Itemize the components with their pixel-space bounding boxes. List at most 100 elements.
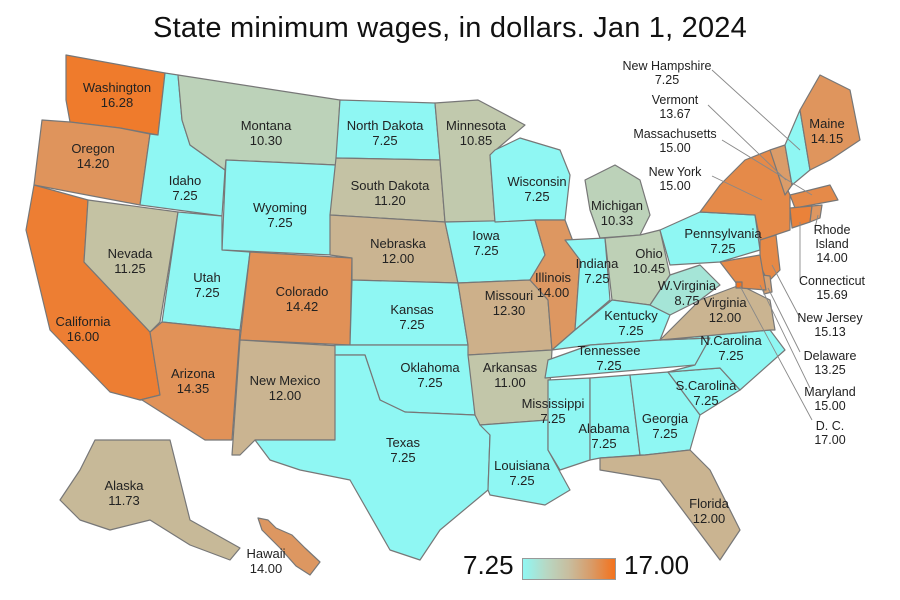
state-wage-de: 13.25 xyxy=(814,363,845,377)
state-name-ne: Nebraska xyxy=(370,236,426,251)
state-wage-nc: 7.25 xyxy=(718,348,743,363)
state-wage-ct: 15.69 xyxy=(816,288,847,302)
state-name-co: Colorado xyxy=(276,284,329,299)
state-wage-il: 14.00 xyxy=(537,285,570,300)
state-wage-sd: 11.20 xyxy=(374,193,406,208)
state-wage-mt: 10.30 xyxy=(250,133,283,148)
state-name-sd: South Dakota xyxy=(351,178,431,193)
state-wage-nm: 12.00 xyxy=(269,388,302,403)
state-name-wi: Wisconsin xyxy=(507,174,566,189)
leader-line-dc xyxy=(739,285,813,421)
state-name-il: Illinois xyxy=(535,270,572,285)
state-wage-hi: 14.00 xyxy=(250,561,283,576)
leader-line-vt xyxy=(707,104,787,181)
state-name-fl: Florida xyxy=(689,496,730,511)
state-name-de: Delaware xyxy=(804,349,857,363)
leader-line-nj xyxy=(771,264,801,319)
state-wage-nd: 7.25 xyxy=(372,133,397,148)
state-name-in: Indiana xyxy=(576,256,619,271)
state-name-nj: New Jersey xyxy=(797,311,863,325)
legend-min-label: 7.25 xyxy=(463,550,514,580)
state-wage-me: 14.15 xyxy=(811,131,844,146)
state-name-tx: Texas xyxy=(386,435,420,450)
state-wage-ms: 7.25 xyxy=(540,411,565,426)
legend-max-label: 17.00 xyxy=(624,550,690,580)
state-wage-co: 14.42 xyxy=(286,299,319,314)
state-wage-sc: 7.25 xyxy=(693,393,718,408)
state-name-id: Idaho xyxy=(169,173,202,188)
state-wage-dc: 17.00 xyxy=(814,433,845,447)
state-name-az: Arizona xyxy=(171,366,216,381)
state-wage-wy: 7.25 xyxy=(267,215,292,230)
state-name-ri: Rhode Island xyxy=(814,223,851,251)
state-wage-ma: 15.00 xyxy=(659,141,690,155)
state-wage-or: 14.20 xyxy=(77,156,110,171)
state-name-nc: N.Carolina xyxy=(700,333,762,348)
state-name-hi: Hawaii xyxy=(246,546,285,561)
state-me xyxy=(799,74,861,171)
state-wage-tn: 7.25 xyxy=(596,358,621,373)
state-wage-ne: 12.00 xyxy=(382,251,415,266)
state-name-ut: Utah xyxy=(193,270,220,285)
state-wage-md: 15.00 xyxy=(814,399,845,413)
state-wage-tx: 7.25 xyxy=(390,450,415,465)
state-md xyxy=(719,254,767,291)
state-az xyxy=(139,321,241,441)
state-ri xyxy=(809,204,823,223)
state-wage-nj: 15.13 xyxy=(814,325,845,339)
state-wage-nh: 7.25 xyxy=(655,73,679,87)
state-ct xyxy=(789,205,813,229)
map-title: State minimum wages, in dollars. Jan 1, … xyxy=(153,12,747,44)
state-wage-al: 7.25 xyxy=(591,436,616,451)
state-wage-in: 7.25 xyxy=(584,271,609,286)
leader-line-nh xyxy=(711,69,801,151)
state-name-va: Virginia xyxy=(703,295,747,310)
state-name-mn: Minnesota xyxy=(446,118,507,133)
state-name-ia: Iowa xyxy=(472,228,500,243)
state-wage-ak: 11.73 xyxy=(108,493,140,508)
state-name-pa: Pennsylvania xyxy=(684,226,762,241)
state-name-ok: Oklahoma xyxy=(400,360,460,375)
leader-line-de xyxy=(767,287,801,353)
state-name-nd: North Dakota xyxy=(347,118,424,133)
state-wage-oh: 10.45 xyxy=(633,261,666,276)
state-wage-ut: 7.25 xyxy=(194,285,219,300)
state-ms xyxy=(547,377,591,471)
state-name-ks: Kansas xyxy=(390,302,434,317)
state-name-la: Louisiana xyxy=(494,458,550,473)
state-wage-ar: 11.00 xyxy=(494,375,526,390)
state-wage-ga: 7.25 xyxy=(652,426,677,441)
state-name-sc: S.Carolina xyxy=(676,378,737,393)
state-name-nm: New Mexico xyxy=(250,373,321,388)
state-nc xyxy=(659,329,786,391)
state-wage-pa: 7.25 xyxy=(710,241,735,256)
state-name-ca: California xyxy=(56,314,112,329)
state-wage-vt: 13.67 xyxy=(659,107,690,121)
state-name-mo: Missouri xyxy=(485,288,534,303)
state-ak xyxy=(59,439,241,561)
state-name-me: Maine xyxy=(809,116,844,131)
state-name-ny: New York xyxy=(649,165,703,179)
state-name-vt: Vermont xyxy=(652,93,699,107)
state-name-al: Alabama xyxy=(578,421,630,436)
leader-line-ma xyxy=(721,139,813,196)
state-name-oh: Ohio xyxy=(635,246,662,261)
state-wage-wv: 8.75 xyxy=(674,293,699,308)
state-wage-ky: 7.25 xyxy=(618,323,643,338)
state-name-ms: Mississippi xyxy=(522,396,585,411)
state-name-dc: D. C. xyxy=(816,419,844,433)
state-wage-wa: 16.28 xyxy=(101,95,134,110)
state-name-ma: Massachusetts xyxy=(633,127,716,141)
state-wage-mo: 12.30 xyxy=(493,303,526,318)
state-name-mt: Montana xyxy=(241,118,292,133)
leader-line-md xyxy=(759,284,811,389)
state-ma xyxy=(789,184,839,209)
state-mi xyxy=(584,164,651,239)
state-name-mi: Michigan xyxy=(591,198,643,213)
state-in xyxy=(564,237,611,331)
state-wage-fl: 12.00 xyxy=(693,511,726,526)
state-wage-va: 12.00 xyxy=(709,310,742,325)
state-name-wy: Wyoming xyxy=(253,200,307,215)
state-name-or: Oregon xyxy=(71,141,114,156)
